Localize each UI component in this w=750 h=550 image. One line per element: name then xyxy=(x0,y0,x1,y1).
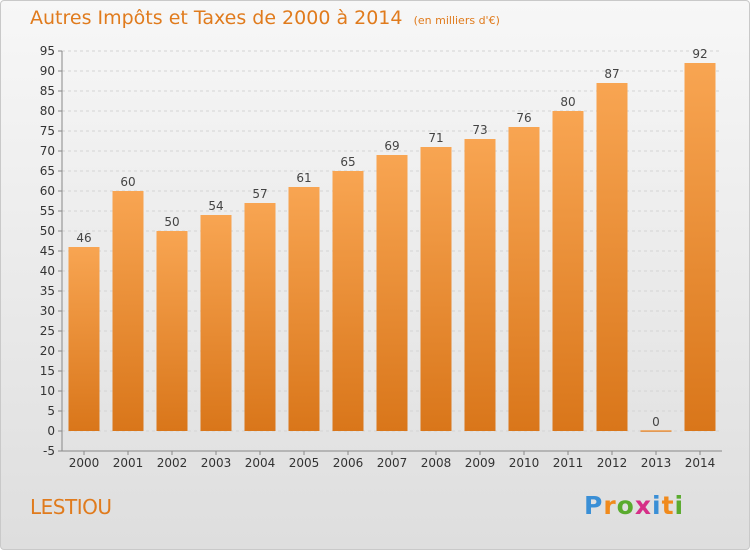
bar-2012 xyxy=(596,83,628,431)
x-tick-label: 2010 xyxy=(509,456,540,470)
y-tick-label: 85 xyxy=(40,84,55,98)
x-tick-label: 2004 xyxy=(245,456,276,470)
value-label-2009: 73 xyxy=(472,123,487,137)
brand-logo: Proxiti xyxy=(584,491,684,520)
bar-2002 xyxy=(156,231,188,431)
y-tick-label: 70 xyxy=(40,144,55,158)
value-label-2008: 71 xyxy=(428,131,443,145)
chart-title: Autres Impôts et Taxes de 2000 à 2014 xyxy=(30,7,403,29)
y-tick-label: 95 xyxy=(40,44,55,58)
x-tick-label: 2011 xyxy=(553,456,584,470)
y-tick-label: 20 xyxy=(40,344,55,358)
bar-2013 xyxy=(640,430,672,432)
y-tick-label: 30 xyxy=(40,304,55,318)
brand-letter: i xyxy=(674,491,685,520)
brand-letter: P xyxy=(584,491,604,520)
value-label-2000: 46 xyxy=(76,231,91,245)
x-tick-label: 2009 xyxy=(465,456,496,470)
bar-2014 xyxy=(684,63,716,431)
brand-letter: x xyxy=(634,491,652,520)
y-tick-label: 75 xyxy=(40,124,55,138)
value-label-2006: 65 xyxy=(340,155,355,169)
bar-2007 xyxy=(376,155,408,431)
bar-2010 xyxy=(508,127,540,431)
y-tick-label: 0 xyxy=(47,424,55,438)
value-label-2010: 76 xyxy=(516,111,531,125)
value-label-2011: 80 xyxy=(560,95,575,109)
y-tick-label: 60 xyxy=(40,184,55,198)
y-tick-label: 80 xyxy=(40,104,55,118)
y-tick-label: 45 xyxy=(40,244,55,258)
x-tick-label: 2012 xyxy=(597,456,628,470)
brand-letter: t xyxy=(661,491,675,520)
y-tick-label: 90 xyxy=(40,64,55,78)
bar-2006 xyxy=(332,171,364,431)
x-tick-label: 2013 xyxy=(641,456,672,470)
x-tick-label: 2005 xyxy=(289,456,320,470)
bar-2011 xyxy=(552,111,584,431)
bar-2000 xyxy=(68,247,100,431)
value-label-2007: 69 xyxy=(384,139,399,153)
bar-2003 xyxy=(200,215,232,431)
x-tick-label: 2006 xyxy=(333,456,364,470)
value-label-2005: 61 xyxy=(296,171,311,185)
value-label-2013: 0 xyxy=(652,415,660,429)
y-tick-label: 5 xyxy=(47,404,55,418)
x-tick-label: 2001 xyxy=(113,456,144,470)
x-tick-label: 2014 xyxy=(685,456,716,470)
y-tick-label: 65 xyxy=(40,164,55,178)
y-tick-label: 25 xyxy=(40,324,55,338)
y-tick-label: 50 xyxy=(40,224,55,238)
y-tick-label: 35 xyxy=(40,284,55,298)
y-tick-label: -5 xyxy=(43,444,55,458)
value-label-2002: 50 xyxy=(164,215,179,229)
place-name: LESTIOU xyxy=(30,495,112,519)
chart-subtitle: (en milliers d'€) xyxy=(413,14,500,27)
value-label-2004: 57 xyxy=(252,187,267,201)
x-tick-label: 2007 xyxy=(377,456,408,470)
x-tick-label: 2003 xyxy=(201,456,232,470)
bar-2005 xyxy=(288,187,320,431)
title-row: Autres Impôts et Taxes de 2000 à 2014 (e… xyxy=(30,7,500,29)
bar-2009 xyxy=(464,139,496,431)
y-tick-label: 10 xyxy=(40,384,55,398)
x-tick-label: 2000 xyxy=(69,456,100,470)
x-tick-label: 2008 xyxy=(421,456,452,470)
y-tick-label: 15 xyxy=(40,364,55,378)
bar-2004 xyxy=(244,203,276,431)
brand-letter: r xyxy=(603,491,617,520)
bar-2001 xyxy=(112,191,144,431)
bar-2008 xyxy=(420,147,452,431)
y-tick-label: 55 xyxy=(40,204,55,218)
value-label-2012: 87 xyxy=(604,67,619,81)
brand-letter: i xyxy=(652,491,662,520)
x-tick-label: 2002 xyxy=(157,456,188,470)
value-label-2014: 92 xyxy=(692,47,707,61)
value-label-2001: 60 xyxy=(120,175,135,189)
y-tick-label: 40 xyxy=(40,264,55,278)
brand-letter: o xyxy=(616,491,635,520)
value-label-2003: 54 xyxy=(208,199,223,213)
